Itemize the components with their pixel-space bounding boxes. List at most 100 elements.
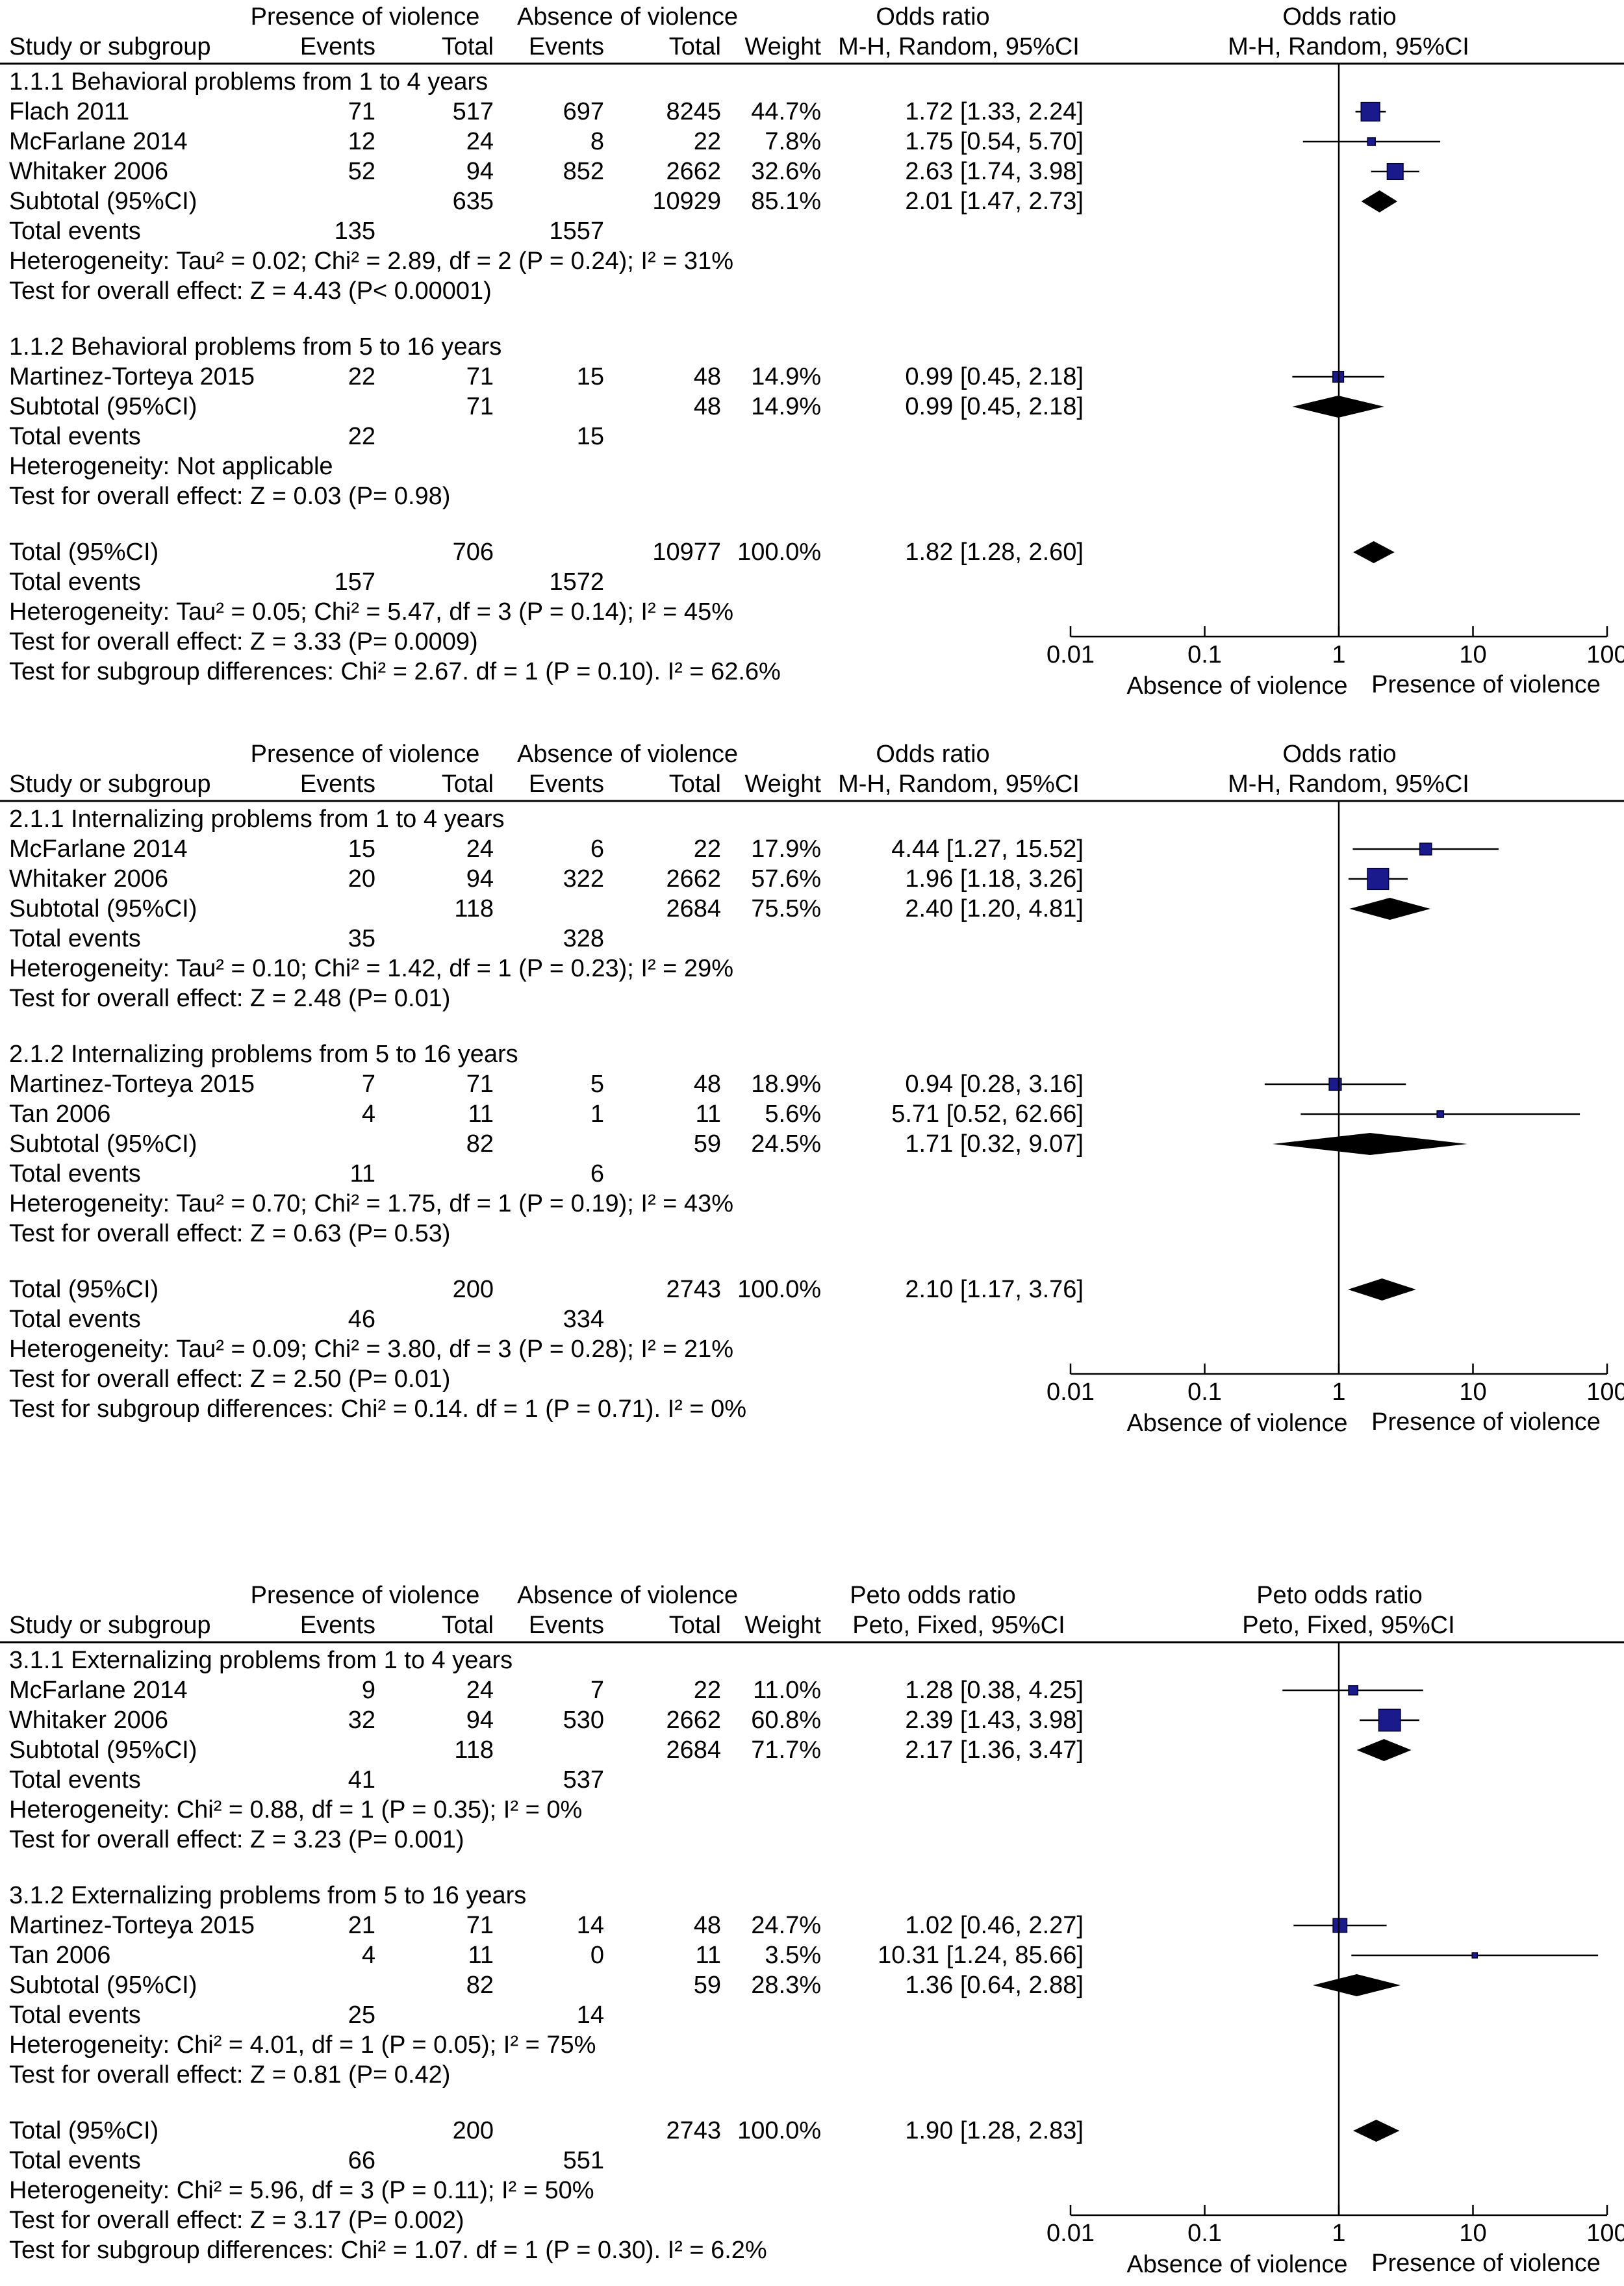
total-events-label: Total events (9, 2147, 141, 2174)
exposed-events: 4 (362, 1942, 375, 1969)
x-axis-tick-label: 0.1 (1187, 1378, 1222, 1406)
study-weight: 5.6% (765, 1100, 821, 1128)
total-events-control: 328 (563, 925, 604, 952)
control-events: 6 (590, 835, 604, 863)
study-weight: 14.9% (751, 363, 821, 390)
subtotal-exposed-total: 118 (454, 895, 494, 922)
total-events-label: Total events (9, 423, 141, 450)
study-name: McFarlane 2014 (9, 1677, 188, 1704)
exposed-total: 11 (468, 1100, 494, 1128)
column-header-total: Total (669, 33, 721, 60)
x-axis-tick-label: 100 (1586, 2220, 1624, 2247)
study-point-estimate (1360, 101, 1380, 122)
study-effect-ci: 10.31 [1.24, 85.66] (878, 1942, 1084, 1969)
total-events-label: Total events (9, 568, 141, 596)
study-effect-ci: 2.63 [1.74, 3.98] (905, 158, 1084, 185)
study-weight: 18.9% (751, 1071, 821, 1098)
total-effect-ci: 1.82 [1.28, 2.60] (905, 539, 1084, 566)
study-name: Tan 2006 (9, 1942, 110, 1969)
total-events-label: Total events (9, 1766, 141, 1794)
overall-effect-text: Test for overall effect: Z = 0.03 (P= 0.… (9, 483, 450, 510)
group-header-control: Absence of violence (517, 741, 738, 768)
overall-effect-text: Test for overall effect: Z = 4.43 (P< 0.… (9, 277, 492, 305)
total-control-total: 2743 (666, 2117, 721, 2144)
subtotal-control-total: 10929 (652, 188, 721, 215)
control-events: 15 (577, 363, 604, 390)
footer-statistic: Heterogeneity: Chi² = 5.96, df = 3 (P = … (9, 2177, 594, 2204)
heterogeneity-text: Heterogeneity: Not applicable (9, 453, 333, 480)
column-header-method: M-H, Random, 95%CI (838, 770, 1080, 798)
total-events-control: 6 (590, 1160, 604, 1187)
study-effect-ci: 1.02 [0.46, 2.27] (905, 1912, 1084, 1939)
overall-effect-text: Test for overall effect: Z = 3.23 (P= 0.… (9, 1826, 464, 1853)
x-axis-tick-label: 1 (1332, 1378, 1345, 1406)
control-total: 2662 (666, 865, 721, 893)
column-header-weight: Weight (744, 33, 821, 60)
subtotal-weight: 71.7% (751, 1736, 821, 1764)
exposed-events: 52 (348, 158, 375, 185)
exposed-events: 22 (348, 363, 375, 390)
x-axis-right-label: Presence of violence (1371, 2250, 1601, 2277)
total-events-label: Total events (9, 1160, 141, 1187)
total-control-total: 2743 (666, 1276, 721, 1303)
heterogeneity-text: Heterogeneity: Tau² = 0.10; Chi² = 1.42,… (9, 955, 733, 982)
study-point-estimate (1386, 162, 1404, 181)
study-effect-ci: 0.99 [0.45, 2.18] (905, 363, 1084, 390)
overall-effect-text: Test for overall effect: Z = 0.63 (P= 0.… (9, 1220, 450, 1247)
exposed-total: 517 (453, 98, 494, 125)
study-point-estimate (1332, 1918, 1348, 1933)
subgroup-title: 1.1.2 Behavioral problems from 5 to 16 y… (9, 333, 501, 361)
study-effect-ci: 2.39 [1.43, 3.98] (905, 1707, 1084, 1734)
control-total: 48 (694, 363, 721, 390)
subtotal-control-total: 2684 (666, 1736, 721, 1764)
study-weight: 11.0% (753, 1677, 821, 1704)
total-events-exposed: 41 (348, 1766, 375, 1794)
x-axis-tick-label: 1 (1332, 641, 1345, 668)
subtotal-control-total: 2684 (666, 895, 721, 922)
control-events: 14 (577, 1912, 604, 1939)
study-name: Martinez-Torteya 2015 (9, 1912, 255, 1939)
control-total: 22 (694, 1677, 721, 1704)
subtotal-control-total: 59 (694, 1972, 721, 1999)
total-weight: 100.0% (737, 539, 821, 566)
study-weight: 24.7% (751, 1912, 821, 1939)
column-header-events: Events (300, 1612, 375, 1639)
forest-panel-3: Presence of violence Absence of violence P… (0, 1582, 1624, 2278)
subtotal-exposed-total: 635 (453, 188, 494, 215)
exposed-events: 32 (348, 1707, 375, 1734)
column-header-total: Total (442, 1612, 494, 1639)
subtotal-effect-ci: 2.17 [1.36, 3.47] (905, 1736, 1084, 1764)
study-point-estimate (1378, 1708, 1401, 1732)
subtotal-weight: 24.5% (751, 1130, 821, 1158)
study-name: McFarlane 2014 (9, 835, 188, 863)
subtotal-weight: 85.1% (751, 188, 821, 215)
plot-column-title: Odds ratio (1282, 741, 1396, 768)
study-point-estimate (1436, 1110, 1445, 1118)
total-events-label: Total events (9, 2001, 141, 2029)
total-label: Total (95%CI) (9, 1276, 159, 1303)
exposed-total: 24 (466, 1677, 494, 1704)
subtotal-diamond (1349, 898, 1430, 920)
subtotal-weight: 75.5% (751, 895, 821, 922)
total-events-exposed: 25 (348, 2001, 375, 2029)
total-events-exposed: 157 (335, 568, 375, 596)
study-weight: 60.8% (751, 1707, 821, 1734)
study-point-estimate (1367, 137, 1376, 146)
plot-column-title: Odds ratio (1282, 3, 1396, 31)
control-events: 0 (590, 1942, 604, 1969)
heterogeneity-text: Heterogeneity: Tau² = 0.02; Chi² = 2.89,… (9, 248, 733, 275)
study-effect-ci: 0.94 [0.28, 3.16] (905, 1071, 1084, 1098)
total-events-control: 551 (563, 2147, 604, 2174)
exposed-total: 71 (466, 1071, 494, 1098)
exposed-total: 71 (466, 363, 494, 390)
study-effect-ci: 5.71 [0.52, 62.66] (891, 1100, 1084, 1128)
study-point-estimate (1471, 1952, 1478, 1959)
subgroup-title: 2.1.2 Internalizing problems from 5 to 1… (9, 1041, 518, 1068)
subtotal-effect-ci: 1.71 [0.32, 9.07] (905, 1130, 1084, 1158)
group-header-exposed: Presence of violence (251, 1582, 480, 1609)
total-events-control: 1557 (549, 218, 604, 245)
total-control-total: 10977 (652, 539, 721, 566)
x-axis-right-label: Presence of violence (1371, 1408, 1601, 1436)
control-total: 48 (694, 1071, 721, 1098)
